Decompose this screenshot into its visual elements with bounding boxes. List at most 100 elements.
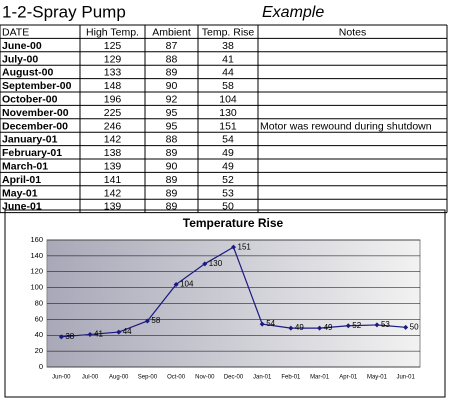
table-cell: 139: [104, 201, 122, 213]
table-cell: November-00: [2, 107, 69, 119]
data-label: 49: [324, 323, 333, 332]
data-label: 151: [238, 242, 252, 251]
table-cell: 151: [219, 120, 237, 132]
marker: [317, 325, 323, 331]
table-cell: 89: [166, 147, 178, 159]
table-cell: 139: [104, 160, 122, 172]
column-header: DATE: [2, 26, 29, 38]
column-header: Temp. Rise: [202, 26, 255, 38]
table-cell: April-01: [2, 174, 41, 186]
table-cell: 49: [222, 147, 234, 159]
x-tick-label: Oct-00: [167, 375, 186, 381]
marker: [374, 322, 380, 328]
data-label: 53: [381, 320, 390, 329]
chart-title: Temperature Rise: [183, 216, 284, 230]
table-cell: June-00: [2, 40, 42, 52]
x-tick-label: May-01: [367, 375, 388, 381]
table-cell: 142: [104, 187, 122, 199]
marker: [403, 324, 409, 330]
y-tick-label: 40: [35, 330, 43, 339]
data-label: 130: [209, 259, 223, 268]
table-cell: 95: [166, 120, 178, 132]
table-cell: 50: [222, 201, 234, 213]
marker: [144, 318, 150, 324]
data-label: 44: [123, 327, 132, 336]
data-label: 38: [65, 332, 74, 341]
marker: [87, 331, 93, 337]
table-cell: 92: [166, 93, 178, 105]
x-tick-label: Feb-01: [281, 375, 301, 381]
example-label: Example: [262, 4, 324, 21]
table-cell: May-01: [2, 187, 38, 199]
marker: [231, 244, 236, 250]
table-cell: March-01: [2, 160, 48, 172]
marker: [259, 321, 265, 327]
table-cell: January-01: [2, 134, 58, 146]
data-label: 104: [180, 280, 194, 289]
x-tick-label: Nov-00: [195, 375, 215, 381]
y-tick-label: 20: [35, 346, 43, 355]
table-cell: 196: [104, 93, 122, 105]
table-cell: 90: [166, 80, 178, 92]
x-tick-label: Jan-01: [253, 375, 272, 381]
data-label: 58: [151, 316, 160, 325]
table-cell: 141: [104, 174, 122, 186]
table-cell: 125: [104, 40, 122, 52]
x-tick-label: Dec-00: [224, 375, 244, 381]
table-cell: 89: [166, 187, 178, 199]
y-tick-label: 80: [35, 298, 43, 307]
table-cell: 89: [166, 201, 178, 213]
y-tick-label: 0: [39, 362, 43, 371]
table-cell: 104: [219, 93, 237, 105]
y-tick-label: 140: [30, 251, 43, 260]
table-cell: 142: [104, 134, 122, 146]
data-label: 49: [295, 323, 304, 332]
table-cell: February-01: [2, 147, 62, 159]
table-cell: 225: [104, 107, 122, 119]
column-header: High Temp.: [86, 26, 139, 38]
x-tick-label: Jun-00: [52, 375, 71, 381]
table-cell: 87: [166, 40, 178, 52]
table-cell: 89: [166, 174, 178, 186]
y-tick-label: 100: [30, 283, 43, 292]
table-cell: 246: [104, 120, 122, 132]
y-tick-label: 160: [30, 235, 43, 244]
table-cell: 95: [166, 107, 178, 119]
sheet-title: 1-2-Spray Pump: [2, 2, 126, 21]
marker: [116, 329, 122, 335]
marker: [173, 281, 179, 287]
x-tick-label: Jul-00: [82, 375, 99, 381]
column-header: Notes: [339, 26, 366, 38]
x-tick-label: Aug-00: [109, 375, 129, 381]
x-tick-label: Apr-01: [339, 375, 358, 381]
table-cell: October-00: [2, 93, 58, 105]
table-cell: 58: [222, 80, 234, 92]
table-cell: 148: [104, 80, 122, 92]
y-tick-label: 60: [35, 314, 43, 323]
data-label: 54: [266, 319, 275, 328]
marker: [58, 334, 64, 340]
marker: [202, 261, 208, 267]
column-header: Ambient: [152, 26, 191, 38]
table-cell: 38: [222, 40, 234, 52]
table-cell: September-00: [2, 80, 72, 92]
table-cell: 90: [166, 160, 178, 172]
data-label: 41: [94, 330, 103, 339]
table-cell: 44: [222, 67, 234, 79]
table-cell: 41: [222, 53, 234, 65]
table-cell: 130: [219, 107, 237, 119]
x-tick-label: Mar-01: [310, 375, 330, 381]
data-label: 50: [410, 322, 419, 331]
marker: [288, 325, 294, 331]
data-label: 52: [352, 321, 361, 330]
table-cell: 88: [166, 53, 178, 65]
table-cell: 138: [104, 147, 122, 159]
marker: [345, 323, 351, 329]
table-cell: 53: [222, 187, 234, 199]
table-cell: 133: [104, 67, 122, 79]
table-cell: 52: [222, 174, 234, 186]
x-tick-label: Sep-00: [138, 375, 158, 381]
table-cell: December-00: [2, 120, 68, 132]
